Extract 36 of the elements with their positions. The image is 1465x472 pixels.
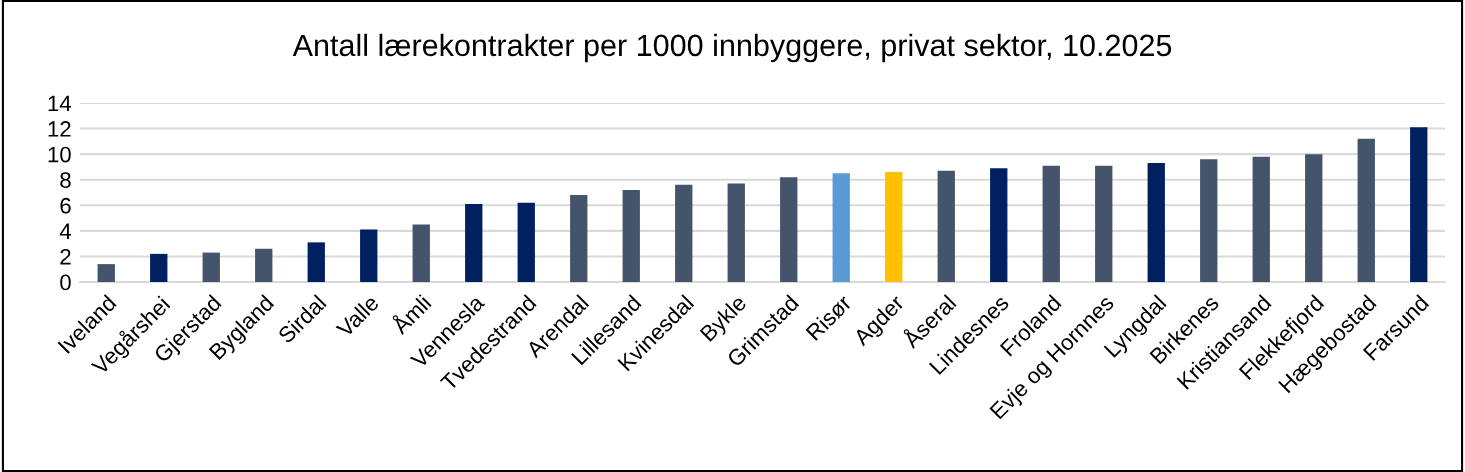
bar: [412, 224, 430, 282]
bar: [1357, 138, 1375, 282]
bar: [832, 173, 850, 282]
bar: [1410, 127, 1428, 282]
bar: [727, 183, 745, 282]
y-tick-label: 14: [48, 95, 72, 112]
y-tick-label: 10: [48, 146, 71, 163]
bar: [1095, 165, 1113, 282]
bar: [780, 177, 798, 282]
bar: [937, 170, 955, 282]
bar: [1252, 156, 1270, 282]
bar: [1147, 163, 1165, 282]
bar: [307, 242, 325, 282]
bar: [1042, 165, 1060, 282]
y-tick-label: 2: [60, 248, 71, 265]
chart-title: Antall lærekontrakter per 1000 innbyggere, privat sektor, 10.2025: [292, 33, 1172, 63]
bar: [990, 168, 1008, 282]
bar: [675, 184, 693, 282]
y-tick-label: 8: [60, 172, 71, 188]
bar: [97, 264, 115, 282]
y-tick-label: 6: [60, 197, 71, 214]
bar: [570, 195, 588, 282]
bar: [150, 253, 168, 282]
bar: [360, 229, 378, 282]
bar: [885, 172, 903, 282]
bar: [255, 248, 273, 282]
bar: [1305, 154, 1323, 282]
bar: [622, 189, 640, 282]
bar: [202, 252, 220, 282]
y-tick-label: 12: [48, 121, 71, 137]
bar: [517, 202, 535, 282]
y-tick-label: 0: [60, 274, 71, 291]
x-tick-label: Valle: [335, 293, 380, 339]
bar: [1200, 159, 1218, 282]
y-tick-label: 4: [59, 223, 72, 239]
bar: [465, 204, 483, 282]
